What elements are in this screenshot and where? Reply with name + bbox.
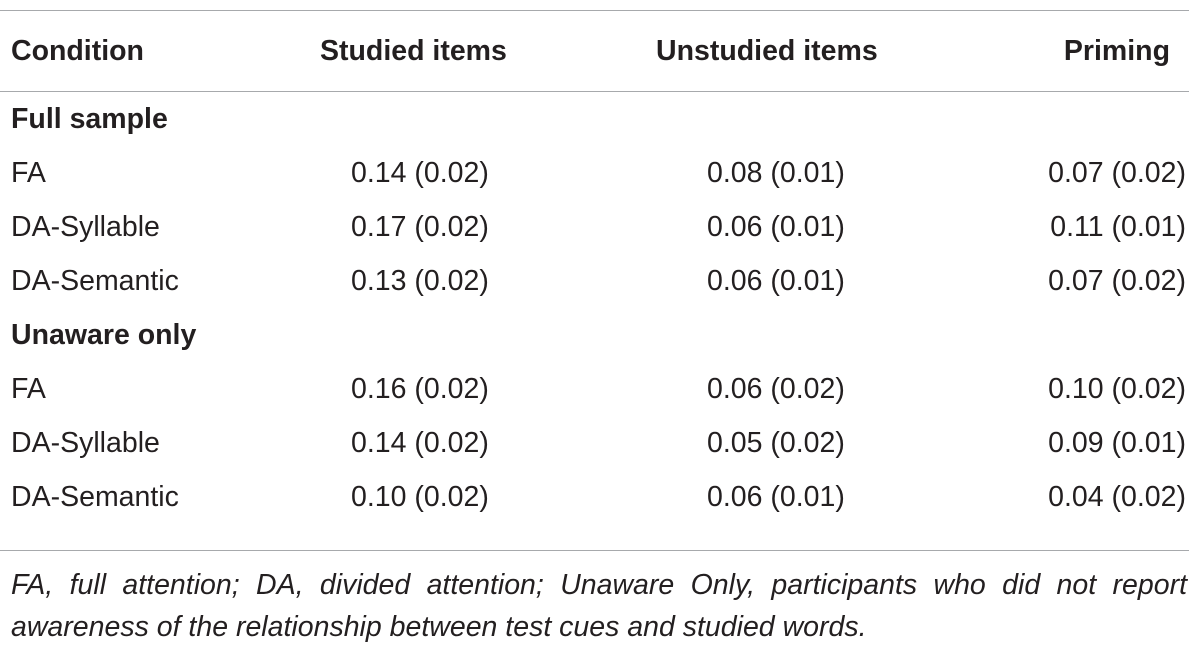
cell-condition: DA-Semantic xyxy=(11,480,179,513)
cell-studied: 0.14 (0.02) xyxy=(351,426,489,459)
cell-unstudied: 0.06 (0.02) xyxy=(707,372,845,405)
header-unstudied-items: Unstudied items xyxy=(656,34,878,67)
top-rule xyxy=(0,10,1189,11)
cell-studied: 0.13 (0.02) xyxy=(351,264,489,297)
section-title: Full sample xyxy=(11,102,168,135)
cell-unstudied: 0.06 (0.01) xyxy=(707,480,845,513)
section-row-full-sample: Full sample xyxy=(0,92,1189,146)
cell-studied: 0.16 (0.02) xyxy=(351,372,489,405)
cell-condition: FA xyxy=(11,156,46,189)
cell-priming: 0.09 (0.01) xyxy=(1048,426,1186,459)
cell-condition: FA xyxy=(11,372,46,405)
table-row: DA-Syllable 0.17 (0.02) 0.06 (0.01) 0.11… xyxy=(0,200,1189,254)
header-row: Condition Studied items Unstudied items … xyxy=(0,11,1189,91)
table-header: Condition Studied items Unstudied items … xyxy=(0,11,1189,91)
results-table: Condition Studied items Unstudied items … xyxy=(0,11,1189,524)
cell-priming: 0.10 (0.02) xyxy=(1048,372,1186,405)
table-row: FA 0.16 (0.02) 0.06 (0.02) 0.10 (0.02) xyxy=(0,362,1189,416)
bottom-rule xyxy=(0,550,1189,551)
cell-unstudied: 0.06 (0.01) xyxy=(707,264,845,297)
cell-studied: 0.10 (0.02) xyxy=(351,480,489,513)
cell-unstudied: 0.05 (0.02) xyxy=(707,426,845,459)
header-studied-items: Studied items xyxy=(320,34,507,67)
cell-condition: DA-Syllable xyxy=(11,210,160,243)
cell-unstudied: 0.06 (0.01) xyxy=(707,210,845,243)
table-row: DA-Semantic 0.13 (0.02) 0.06 (0.01) 0.07… xyxy=(0,254,1189,308)
header-condition: Condition xyxy=(11,34,144,67)
header-priming: Priming xyxy=(1063,34,1170,67)
table-body: Full sample FA 0.14 (0.02) 0.08 (0.01) 0… xyxy=(0,91,1189,524)
table-footnote: FA, full attention; DA, divided attentio… xyxy=(11,569,1187,643)
section-row-unaware-only: Unaware only xyxy=(0,308,1189,362)
cell-priming: 0.11 (0.01) xyxy=(1050,210,1186,243)
header-rule xyxy=(0,91,1189,92)
table-row: FA 0.14 (0.02) 0.08 (0.01) 0.07 (0.02) xyxy=(0,146,1189,200)
table-row: DA-Semantic 0.10 (0.02) 0.06 (0.01) 0.04… xyxy=(0,470,1189,524)
cell-priming: 0.04 (0.02) xyxy=(1048,480,1186,513)
cell-priming: 0.07 (0.02) xyxy=(1048,264,1186,297)
table-row: DA-Syllable 0.14 (0.02) 0.05 (0.02) 0.09… xyxy=(0,416,1189,470)
cell-condition: DA-Syllable xyxy=(11,426,160,459)
cell-studied: 0.14 (0.02) xyxy=(351,156,489,189)
section-title: Unaware only xyxy=(11,318,197,351)
cell-condition: DA-Semantic xyxy=(11,264,179,297)
data-table-container: Condition Studied items Unstudied items … xyxy=(0,10,1189,524)
cell-priming: 0.07 (0.02) xyxy=(1048,156,1186,189)
cell-studied: 0.17 (0.02) xyxy=(351,210,489,243)
cell-unstudied: 0.08 (0.01) xyxy=(707,156,845,189)
